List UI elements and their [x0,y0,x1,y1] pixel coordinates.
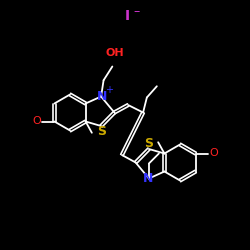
Text: –: – [133,5,139,18]
Text: S: S [97,125,106,138]
Text: +: + [104,85,112,95]
Text: OH: OH [106,48,124,58]
Text: N: N [142,172,153,185]
Text: O: O [209,148,218,158]
Text: I: I [125,9,130,23]
Text: N: N [97,90,108,103]
Text: O: O [32,116,41,126]
Text: S: S [144,137,153,150]
